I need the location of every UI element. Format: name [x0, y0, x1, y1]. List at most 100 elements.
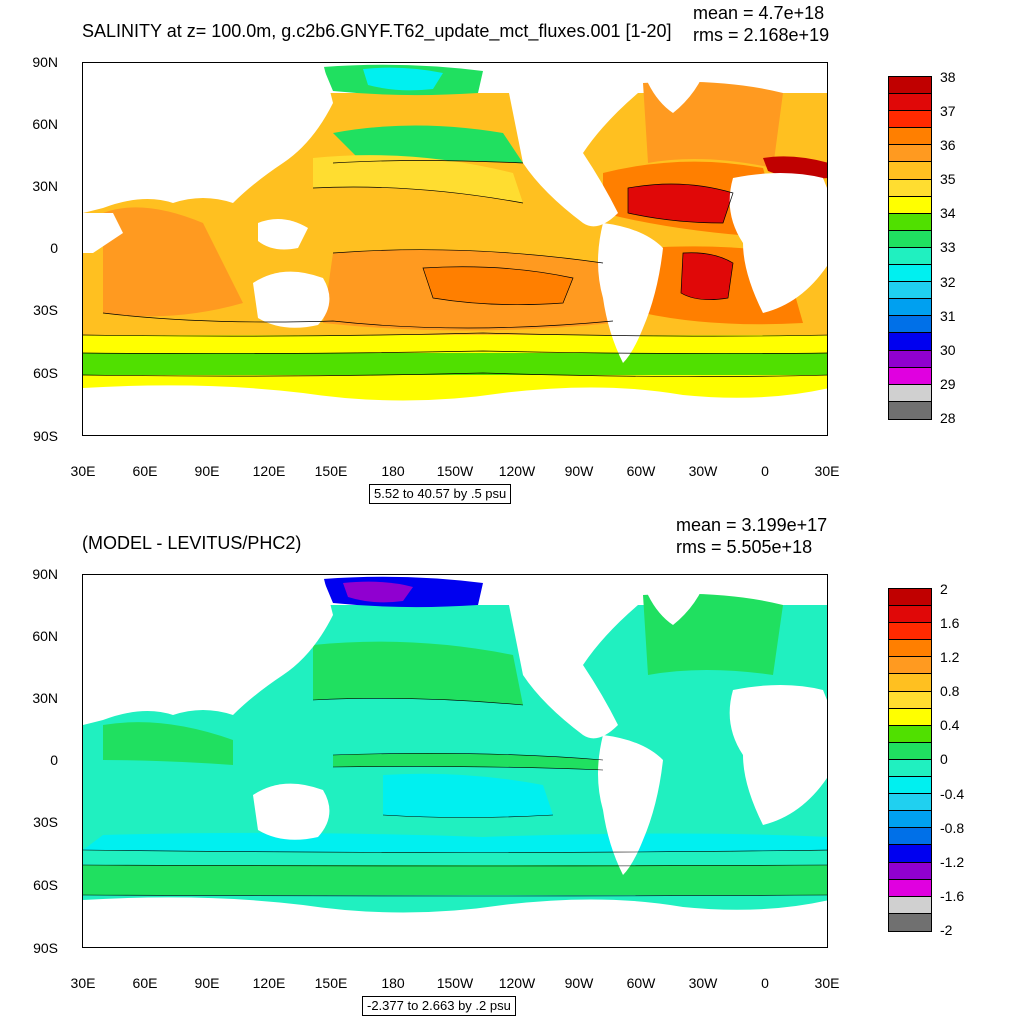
colorbar-swatch: [889, 589, 931, 607]
land-mask: [83, 63, 827, 435]
difference-map: [82, 574, 828, 948]
colorbar-swatch: [889, 230, 931, 248]
panel-title: (MODEL - LEVITUS/PHC2): [82, 533, 302, 553]
colorbar-swatch: [889, 367, 931, 385]
colorbar-label: 37: [940, 103, 956, 119]
lon-label: 30E: [814, 975, 840, 991]
colorbar-label: 33: [940, 239, 956, 255]
panel-title: SALINITY at z= 100.0m, g.c2b6.GNYF.T62_u…: [82, 21, 672, 41]
lat-label-90n: 90N: [32, 54, 58, 70]
lat-label-30s: 30S: [33, 302, 58, 318]
colorbar: [888, 588, 932, 932]
lon-label: 60W: [626, 463, 656, 479]
colorbar-swatch: [889, 845, 931, 863]
colorbar-swatch: [889, 657, 931, 675]
colorbar: [888, 76, 932, 420]
colorbar-swatch: [889, 640, 931, 658]
salinity-map: [82, 62, 828, 436]
lat-label-90s: 90S: [33, 940, 58, 956]
lat-label-60s: 60S: [33, 877, 58, 893]
contour-lines: [83, 698, 827, 897]
rms-value: rms = 5.505e+18: [676, 537, 813, 557]
lon-label: 60E: [132, 975, 158, 991]
lon-label: 30E: [814, 463, 840, 479]
colorbar-swatch: [889, 401, 931, 419]
colorbar-swatch: [889, 213, 931, 231]
colorbar-label: 1.6: [940, 615, 960, 631]
colorbar-swatch: [889, 77, 931, 95]
colorbar-label: -0.8: [940, 820, 965, 836]
salinity-panel: SALINITY at z= 100.0m, g.c2b6.GNYF.T62_u…: [32, 3, 956, 505]
colorbar-swatch: [889, 606, 931, 624]
lon-label: 60E: [132, 463, 158, 479]
lat-label-90n: 90N: [32, 566, 58, 582]
colorbar-swatch: [889, 145, 931, 163]
colorbar-swatch: [889, 725, 931, 743]
colorbar-swatch: [889, 811, 931, 829]
lon-label: 90W: [564, 463, 594, 479]
colorbar-swatch: [889, 128, 931, 146]
lon-label: 30W: [688, 463, 718, 479]
colorbar-swatch: [889, 282, 931, 300]
lon-label: 120W: [498, 975, 536, 991]
lon-label: 90E: [194, 463, 220, 479]
colorbar-label: 2: [940, 581, 948, 597]
salinity-map-graphic: [83, 63, 827, 435]
colorbar-label: -2: [940, 922, 953, 938]
lon-label: 150W: [436, 975, 474, 991]
lon-label: 120E: [252, 975, 286, 991]
colorbar-label: -1.2: [940, 854, 965, 870]
colorbar-swatch: [889, 828, 931, 846]
lon-label: 30E: [70, 975, 96, 991]
mean-value: mean = 4.7e+18: [693, 3, 825, 23]
lon-label: 90E: [194, 975, 220, 991]
colorbar-label: 36: [940, 137, 956, 153]
colorbar-label: 38: [940, 69, 956, 85]
lon-label: 150W: [436, 463, 474, 479]
colorbar-swatch: [889, 759, 931, 778]
lat-label-60n: 60N: [32, 628, 58, 644]
lon-label: 180: [381, 975, 405, 991]
lon-label: 90W: [564, 975, 594, 991]
lon-label: 30W: [688, 975, 718, 991]
colorbar-swatch: [889, 674, 931, 692]
contour-range-info: -2.377 to 2.663 by .2 psu: [362, 996, 516, 1017]
colorbar-swatch: [889, 162, 931, 180]
lat-label-90s: 90S: [33, 428, 58, 444]
colorbar-label: 0.8: [940, 683, 960, 699]
colorbar-swatch: [889, 333, 931, 351]
difference-panel: (MODEL - LEVITUS/PHC2) mean = 3.199e+17 …: [0, 512, 1024, 1024]
colorbar-swatch: [889, 247, 931, 266]
colorbar-swatch: [889, 94, 931, 112]
colorbar-label: 34: [940, 205, 956, 221]
colorbar-swatch: [889, 265, 931, 283]
colorbar-label: -0.4: [940, 786, 965, 802]
colorbar-swatch: [889, 299, 931, 317]
lat-label-0: 0: [50, 752, 58, 768]
lon-label: 120W: [498, 463, 536, 479]
colorbar-label: 0.4: [940, 717, 960, 733]
colorbar-label: 30: [940, 342, 956, 358]
colorbar-swatch: [889, 862, 931, 880]
colorbar-label: 31: [940, 308, 956, 324]
land-mask: [83, 575, 827, 947]
lat-label-30s: 30S: [33, 814, 58, 830]
colorbar-swatch: [889, 708, 931, 726]
lon-label: 150E: [314, 463, 348, 479]
colorbar-swatch: [889, 350, 931, 368]
colorbar-swatch: [889, 179, 931, 197]
colorbar-label: 35: [940, 171, 956, 187]
colorbar-swatch: [889, 111, 931, 129]
lat-label-0: 0: [50, 240, 58, 256]
colorbar-swatch: [889, 896, 931, 914]
colorbar-swatch: [889, 913, 931, 931]
colorbar-swatch: [889, 777, 931, 795]
lon-label: 150E: [314, 975, 348, 991]
lat-label-60s: 60S: [33, 365, 58, 381]
mean-value: mean = 3.199e+17: [676, 515, 828, 535]
colorbar-label: 32: [940, 274, 956, 290]
colorbar-swatch: [889, 196, 931, 214]
lon-label: 0: [761, 975, 769, 991]
difference-map-graphic: [83, 575, 827, 947]
colorbar-swatch: [889, 879, 931, 897]
